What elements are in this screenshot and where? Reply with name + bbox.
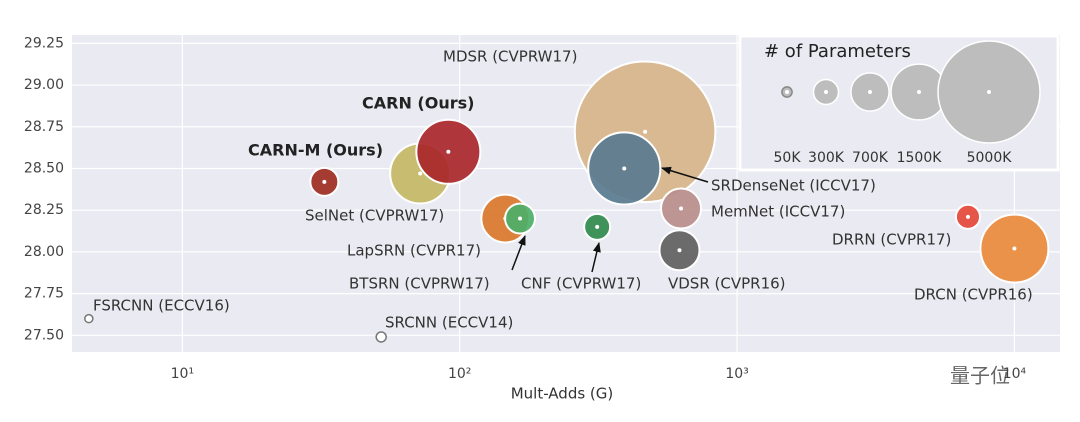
- y-tick-label: 27.50: [24, 327, 64, 343]
- bubble-center: [446, 149, 451, 154]
- arrow: [511, 235, 526, 271]
- point-label: BTSRN (CVPRW17): [349, 275, 490, 293]
- bubble-center: [1012, 246, 1017, 251]
- legend-label: 300K: [808, 150, 845, 166]
- legend-bubble-center: [824, 90, 828, 94]
- point-label: CARN (Ours): [362, 94, 474, 113]
- y-tick-label: 29.00: [24, 77, 64, 93]
- point-label: MemNet (ICCV17): [711, 203, 845, 221]
- point-label: LapSRN (CVPR17): [347, 242, 481, 260]
- y-tick-label: 27.75: [24, 286, 64, 302]
- arrow: [591, 242, 601, 273]
- legend-label: 1500K: [897, 150, 943, 166]
- legend-bubble-center: [987, 90, 991, 94]
- point-label: SelNet (CVPRW17): [305, 207, 444, 225]
- bubble-center: [418, 171, 423, 176]
- bubble: [375, 331, 387, 343]
- x-axis-label: Mult-Adds (G): [511, 385, 614, 403]
- y-tick-label: 28.25: [24, 202, 64, 218]
- x-tick-label: 10⁴: [1003, 366, 1027, 382]
- point-label: VDSR (CVPR16): [668, 275, 786, 293]
- bubble-center: [518, 216, 523, 221]
- x-tick-label: 10³: [725, 366, 748, 382]
- point-label: FSRCNN (ECCV16): [93, 297, 230, 315]
- bubble: [84, 313, 94, 324]
- y-tick-label: 29.25: [24, 35, 64, 51]
- point-label: SRCNN (ECCV14): [385, 314, 513, 332]
- y-tick-label: 28.75: [24, 119, 64, 135]
- legend-bubble-center: [917, 90, 921, 94]
- point-label: DRCN (CVPR16): [914, 286, 1033, 304]
- bubble-center: [622, 166, 627, 171]
- legend-bubble-center: [868, 90, 872, 94]
- marks: [84, 60, 1050, 343]
- arrow: [661, 166, 709, 183]
- point-label: MDSR (CVPRW17): [443, 48, 577, 66]
- point-label: DRRN (CVPR17): [832, 231, 951, 249]
- point-label: CNF (CVPRW17): [521, 275, 641, 293]
- y-tick-label: 28.00: [24, 244, 64, 260]
- legend-title: # of Parameters: [764, 41, 911, 62]
- bubble-center: [643, 129, 648, 134]
- overlay: MDSR (CVPRW17) DRCN (CVPR16) SelNet (CVPRW…: [93, 34, 1060, 332]
- x-tick-label: 10¹: [171, 366, 194, 382]
- legend-bubble-center: [785, 90, 789, 94]
- bubble-center: [679, 206, 684, 211]
- legend-label: 5000K: [967, 150, 1013, 166]
- bubble-center: [322, 179, 327, 184]
- legend-label: 50K: [774, 150, 802, 166]
- bubble-center: [595, 224, 600, 229]
- point-label: SRDenseNet (ICCV17): [711, 177, 876, 195]
- point-label: CARN-M (Ours): [248, 141, 383, 160]
- legend-label: 700K: [852, 150, 889, 166]
- bubble-center: [965, 214, 970, 219]
- bubble-center: [677, 248, 682, 253]
- y-tick-label: 28.50: [24, 160, 64, 176]
- watermark: 量子位: [950, 364, 1010, 388]
- x-tick-label: 10²: [448, 366, 471, 382]
